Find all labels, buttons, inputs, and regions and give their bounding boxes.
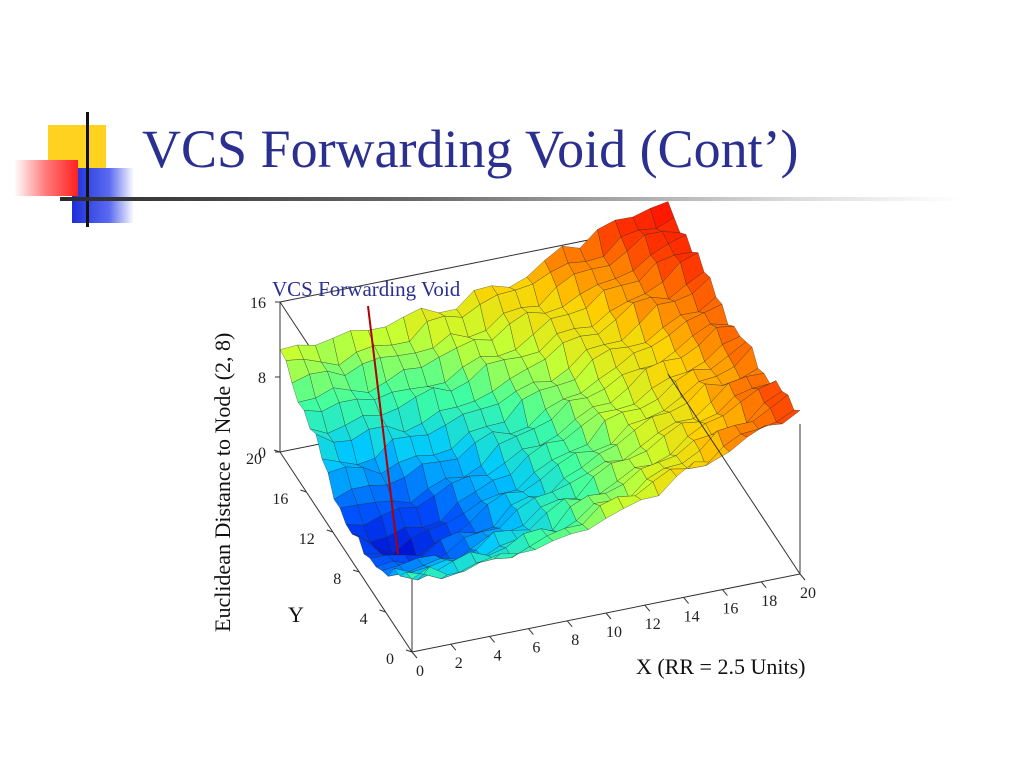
- y-tick-label: 0: [386, 651, 394, 668]
- void-annotation: VCS Forwarding Void: [272, 277, 461, 301]
- x-tick-label: 12: [645, 616, 661, 633]
- x-tick-label: 2: [455, 655, 463, 672]
- x-tick-mark: [489, 636, 495, 643]
- x-tick-label: 0: [416, 663, 424, 680]
- y-tick-mark: [300, 489, 307, 493]
- x-tick-mark: [799, 573, 806, 581]
- x-tick-label: 14: [684, 608, 700, 625]
- x-axis-label: X (RR = 2.5 Units): [636, 654, 805, 679]
- x-tick-label: 18: [761, 593, 777, 610]
- z-axis-label: Euclidean Distance to Node (2, 8): [210, 333, 235, 632]
- x-tick-label: 6: [532, 640, 540, 657]
- z-tick-label: 8: [258, 370, 266, 387]
- x-tick-label: 20: [800, 585, 816, 602]
- deco-red-square: [14, 160, 78, 196]
- x-tick-mark: [411, 651, 418, 659]
- x-tick-label: 16: [722, 601, 738, 618]
- y-tick-mark: [405, 649, 413, 653]
- y-tick-label: 8: [333, 571, 341, 588]
- y-axis-label: Y: [288, 602, 304, 627]
- z-tick-label: 0: [258, 445, 266, 462]
- void-pointer-line: [367, 305, 399, 555]
- z-tick-label: 16: [250, 295, 266, 312]
- x-tick-mark: [644, 604, 651, 612]
- x-tick-mark: [528, 628, 534, 635]
- x-tick-label: 8: [571, 632, 579, 649]
- chart-box-edge: [279, 451, 413, 653]
- x-tick-mark: [566, 620, 573, 628]
- deco-vertical-line: [86, 112, 89, 227]
- deco-blue-square: [72, 168, 134, 223]
- chart-box-edge: [667, 373, 801, 575]
- x-tick-mark: [722, 589, 728, 596]
- chart-surface: [279, 201, 801, 581]
- y-tick-mark: [353, 569, 360, 573]
- x-tick-label: 10: [606, 624, 622, 641]
- y-tick-label: 16: [272, 491, 288, 508]
- slide-title: VCS Forwarding Void (Cont’): [142, 119, 799, 179]
- y-tick-mark: [326, 529, 333, 533]
- y-tick-mark: [379, 609, 386, 613]
- x-tick-mark: [605, 612, 612, 620]
- x-tick-label: 4: [494, 647, 502, 664]
- y-tick-label: 12: [299, 531, 315, 548]
- y-tick-label: 20: [246, 451, 262, 468]
- surface-cell: [775, 409, 801, 425]
- x-tick-mark: [683, 597, 689, 604]
- x-tick-mark: [760, 581, 767, 589]
- y-tick-label: 4: [360, 611, 368, 628]
- title-rule: [60, 197, 960, 201]
- x-tick-mark: [450, 643, 457, 651]
